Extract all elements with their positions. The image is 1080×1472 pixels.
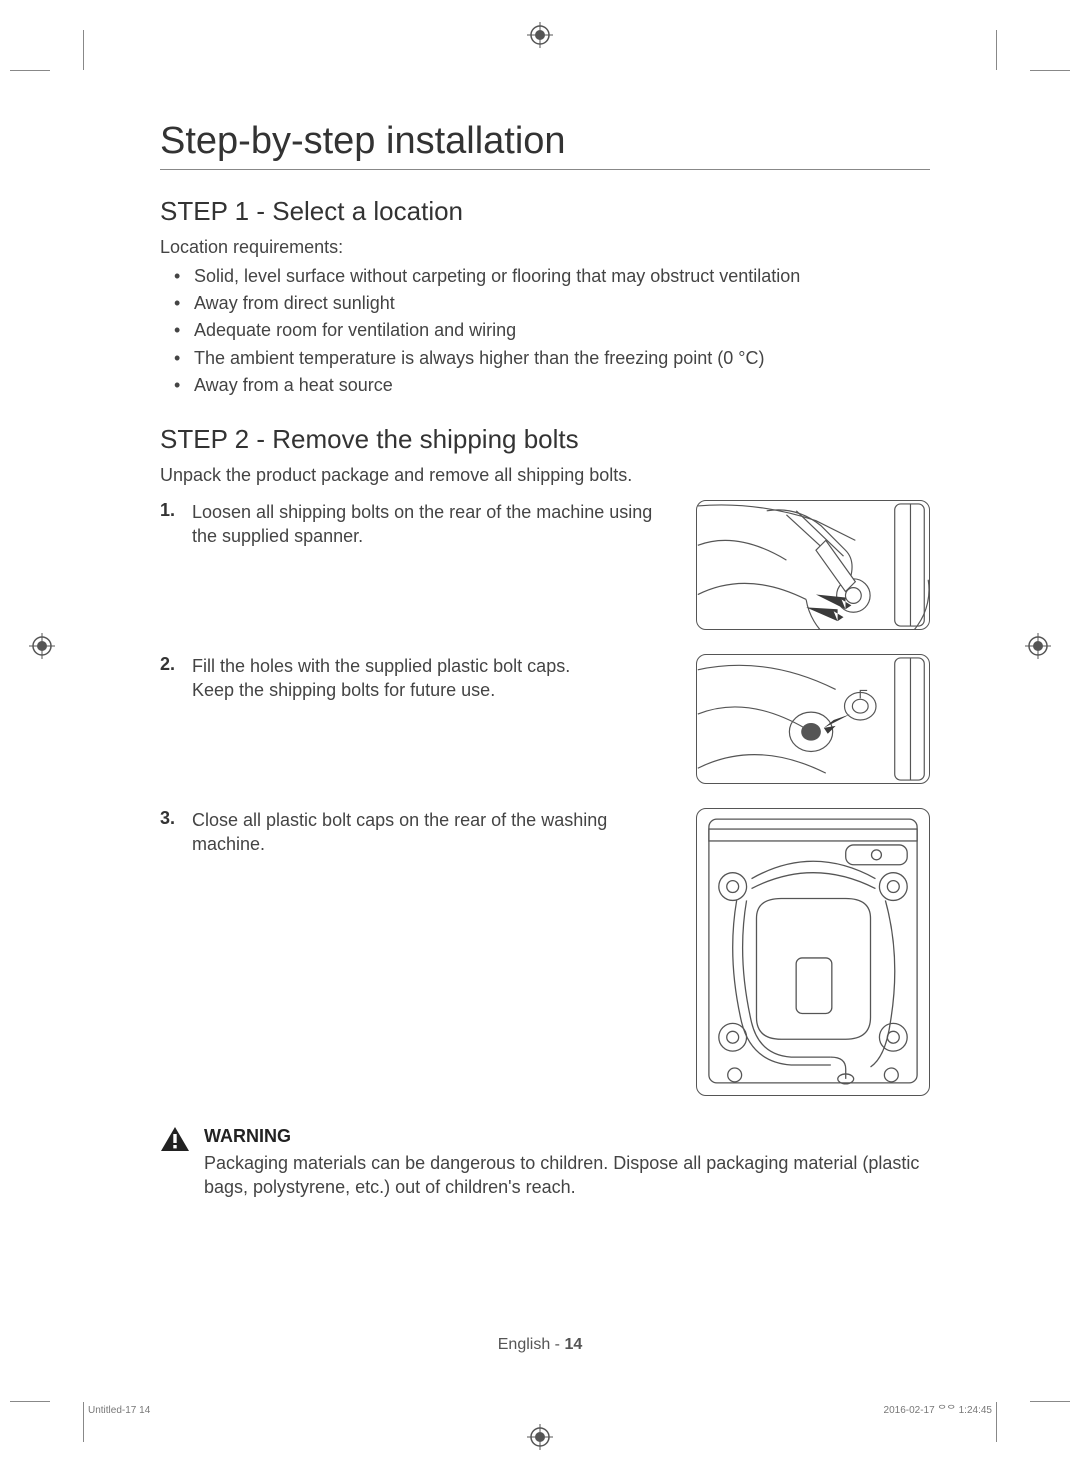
page-content: Step-by-step installation STEP 1 - Selec… xyxy=(160,120,930,1200)
figure-rear-panel xyxy=(696,808,930,1096)
footer-page-number: 14 xyxy=(564,1336,582,1353)
warning-text: WARNING Packaging materials can be dange… xyxy=(204,1126,930,1200)
step-body: Close all plastic bolt caps on the rear … xyxy=(192,808,682,857)
step-text: 2. Fill the holes with the supplied plas… xyxy=(160,654,682,703)
step-body: Fill the holes with the supplied plastic… xyxy=(192,654,570,703)
footer-center: English - 14 xyxy=(0,1336,1080,1354)
figure-bolt-caps xyxy=(696,654,930,784)
warning-label: WARNING xyxy=(204,1126,930,1147)
step-number: 3. xyxy=(160,808,182,857)
warning-icon xyxy=(160,1126,190,1200)
crop-mark xyxy=(10,70,50,71)
footer-doc-id: Untitled-17 14 xyxy=(88,1405,150,1416)
registration-mark-icon xyxy=(527,1424,553,1450)
crop-mark xyxy=(10,1401,50,1402)
step-row: 1. Loosen all shipping bolts on the rear… xyxy=(160,500,930,630)
step-row: 3. Close all plastic bolt caps on the re… xyxy=(160,808,930,1096)
registration-mark-icon xyxy=(1025,633,1051,659)
step-number: 1. xyxy=(160,500,182,549)
step1-title: STEP 1 - Select a location xyxy=(160,196,930,227)
crop-mark xyxy=(1030,70,1070,71)
step2-title: STEP 2 - Remove the shipping bolts xyxy=(160,424,930,455)
step-body: Loosen all shipping bolts on the rear of… xyxy=(192,500,682,549)
registration-mark-icon xyxy=(29,633,55,659)
step1-intro: Location requirements: xyxy=(160,237,930,258)
warning-body: Packaging materials can be dangerous to … xyxy=(204,1151,930,1200)
step1-bullets: Solid, level surface without carpeting o… xyxy=(160,264,930,398)
crop-mark xyxy=(996,1402,997,1442)
figure-loosen-bolts xyxy=(696,500,930,630)
list-item: Solid, level surface without carpeting o… xyxy=(160,264,930,289)
step-number: 2. xyxy=(160,654,182,703)
footer-timestamp: 2016-02-17 ᄋᄋ 1:24:45 xyxy=(884,1401,992,1416)
step-text: 3. Close all plastic bolt caps on the re… xyxy=(160,808,682,857)
crop-mark xyxy=(996,30,997,70)
page-title: Step-by-step installation xyxy=(160,120,930,170)
crop-mark xyxy=(83,1402,84,1442)
list-item: The ambient temperature is always higher… xyxy=(160,346,930,371)
list-item: Away from a heat source xyxy=(160,373,930,398)
warning-block: WARNING Packaging materials can be dange… xyxy=(160,1126,930,1200)
footer-language: English - xyxy=(498,1336,565,1353)
list-item: Away from direct sunlight xyxy=(160,291,930,316)
step-row: 2. Fill the holes with the supplied plas… xyxy=(160,654,930,784)
crop-mark xyxy=(1030,1401,1070,1402)
step2-intro: Unpack the product package and remove al… xyxy=(160,465,930,486)
crop-mark xyxy=(83,30,84,70)
registration-mark-icon xyxy=(527,22,553,48)
list-item: Adequate room for ventilation and wiring xyxy=(160,318,930,343)
step-text: 1. Loosen all shipping bolts on the rear… xyxy=(160,500,682,549)
